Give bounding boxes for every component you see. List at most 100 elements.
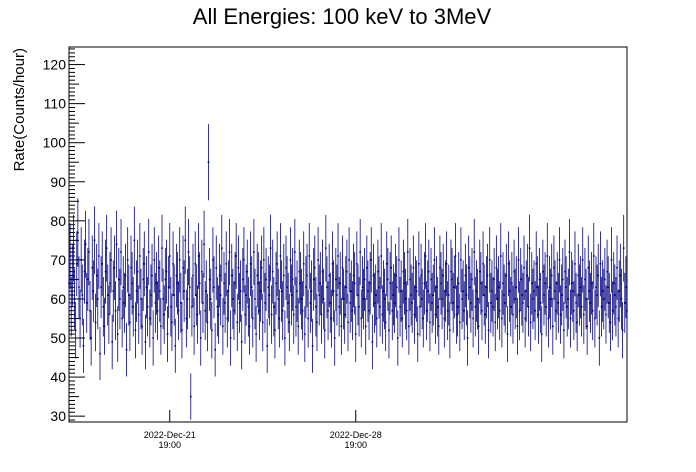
- data-point: [384, 293, 387, 352]
- data-marker: [135, 290, 138, 292]
- data-marker: [280, 290, 283, 292]
- data-marker: [224, 302, 226, 304]
- data-point: [166, 306, 169, 363]
- data-point: [160, 297, 162, 355]
- data-marker: [384, 321, 387, 324]
- data-marker: [444, 290, 447, 292]
- data-marker: [608, 302, 611, 304]
- data-marker: [282, 274, 285, 277]
- data-marker: [567, 298, 570, 300]
- data-marker: [398, 259, 400, 261]
- data-marker: [348, 259, 350, 261]
- data-point: [592, 223, 595, 289]
- y-axis: 30 40 50 60 70 80 90 100 110 120: [43, 48, 85, 424]
- data-marker: [441, 298, 443, 300]
- data-marker: [513, 270, 515, 273]
- data-marker: [544, 282, 546, 285]
- data-point: [122, 256, 125, 319]
- data-marker: [553, 266, 555, 269]
- data-marker: [382, 290, 385, 292]
- data-point: [335, 247, 337, 311]
- data-point: [477, 297, 480, 355]
- data-marker: [421, 298, 423, 300]
- data-marker: [75, 262, 78, 265]
- data-marker: [430, 278, 432, 281]
- data-point: [410, 264, 412, 326]
- data-point: [457, 252, 460, 315]
- data-point: [617, 289, 619, 348]
- data-marker: [308, 255, 311, 257]
- data-marker: [232, 298, 234, 300]
- data-point: [594, 289, 596, 348]
- data-marker: [275, 282, 277, 285]
- data-point: [512, 285, 514, 344]
- data-marker: [103, 325, 106, 328]
- data-marker: [347, 321, 349, 324]
- data-marker: [578, 294, 581, 296]
- data-marker: [153, 259, 156, 261]
- data-point: [481, 281, 483, 341]
- data-marker: [525, 290, 528, 292]
- data-point: [424, 223, 427, 289]
- data-point: [361, 256, 364, 319]
- data-point: [171, 293, 173, 352]
- data-point: [363, 247, 366, 311]
- data-point: [472, 289, 474, 348]
- data-point: [389, 252, 391, 315]
- data-point: [258, 281, 261, 341]
- data-point: [626, 281, 628, 341]
- data-point: [600, 277, 603, 337]
- data-point: [367, 260, 369, 322]
- data-point: [607, 256, 609, 319]
- data-marker: [87, 278, 89, 281]
- data-point: [214, 322, 216, 377]
- data-marker: [434, 313, 437, 316]
- data-point: [130, 235, 132, 300]
- data-marker: [475, 290, 478, 292]
- data-point: [248, 297, 251, 355]
- data-marker: [209, 298, 212, 300]
- data-marker: [560, 294, 563, 296]
- data-point: [229, 310, 232, 366]
- data-point: [595, 256, 597, 319]
- data-marker: [236, 321, 239, 324]
- data-marker: [621, 329, 624, 332]
- data-marker: [279, 255, 282, 257]
- data-marker: [264, 302, 266, 304]
- data-point: [460, 227, 462, 293]
- data-marker: [106, 294, 109, 296]
- data-marker: [143, 262, 146, 265]
- data-point: [545, 277, 547, 337]
- data-point: [212, 227, 214, 293]
- data-marker: [295, 305, 297, 308]
- data-marker: [340, 325, 343, 328]
- data-point: [447, 264, 450, 326]
- data-marker: [590, 282, 593, 285]
- data-point: [250, 256, 253, 319]
- data-marker: [368, 309, 370, 312]
- data-marker: [464, 274, 467, 277]
- data-point: [571, 260, 574, 322]
- data-point: [292, 285, 295, 344]
- data-point: [560, 264, 563, 326]
- data-point: [175, 243, 178, 308]
- data-point: [416, 306, 419, 363]
- data-marker: [619, 274, 622, 277]
- data-point: [167, 256, 170, 319]
- data-point: [195, 264, 198, 326]
- data-point: [215, 235, 218, 300]
- data-point: [236, 293, 239, 352]
- data-point: [493, 247, 495, 311]
- data-point: [340, 297, 343, 355]
- data-point: [255, 306, 257, 363]
- data-point: [412, 235, 415, 300]
- data-marker: [263, 259, 265, 261]
- data-marker: [517, 259, 520, 261]
- data-point: [330, 289, 333, 348]
- data-marker: [612, 282, 615, 285]
- data-marker: [573, 309, 575, 312]
- data-point: [552, 297, 554, 355]
- data-point: [441, 268, 443, 330]
- data-point: [525, 260, 528, 322]
- data-marker: [182, 266, 184, 269]
